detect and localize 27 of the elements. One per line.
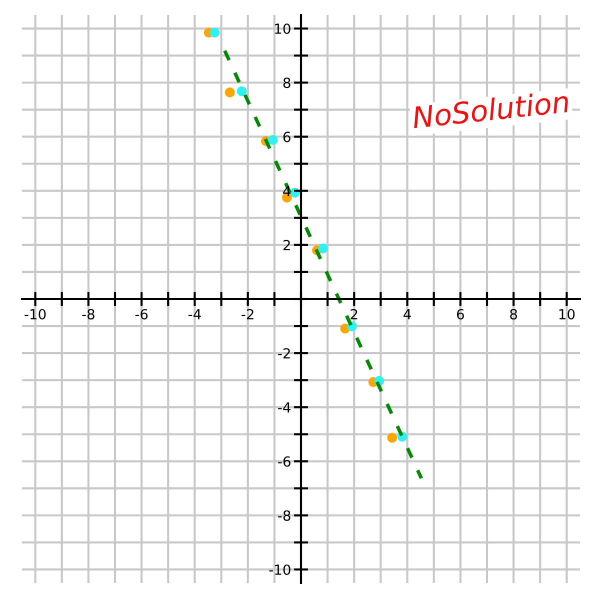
point [387,432,398,443]
point [236,86,247,96]
x-tick-label: -8 [82,308,94,320]
y-tick-label: -10 [269,564,290,575]
x-tick-label: 8 [510,308,518,320]
point [268,135,278,145]
x-tick-label: 4 [404,309,411,320]
y-tick-label: -2 [278,348,290,358]
x-tick-label: -10 [24,308,46,320]
x-tick-label: 10 [559,308,575,320]
x-tick-label: 6 [456,308,464,320]
y-tick-label: 4 [283,186,290,196]
point [318,244,328,254]
y-tick-label: 6 [283,132,290,142]
y-tick-label: 10 [275,23,290,34]
point [224,87,235,98]
y-tick-label: -6 [278,456,290,467]
x-tick-label: -2 [242,308,254,320]
y-tick-label: 2 [283,240,290,250]
x-tick-label: -4 [188,309,201,320]
annotation: NoSolution [412,90,570,129]
x-tick-label: -6 [135,308,148,320]
y-tick-label: -8 [278,510,290,521]
point [210,28,220,38]
x-tick-label: 2 [350,308,358,320]
y-tick-label: -4 [278,402,290,412]
y-tick-label: 8 [283,78,290,88]
